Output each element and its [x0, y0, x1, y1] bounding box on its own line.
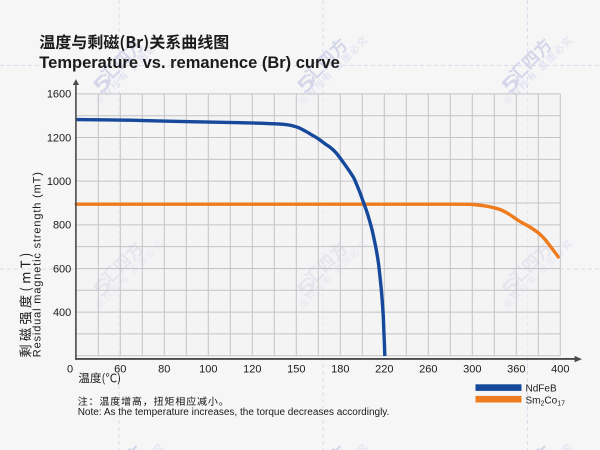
svg-text:80: 80: [158, 363, 170, 375]
svg-text:NdFeB: NdFeB: [526, 383, 557, 394]
svg-text:300: 300: [463, 363, 481, 375]
svg-text:400: 400: [53, 307, 71, 319]
svg-text:400: 400: [551, 363, 569, 375]
svg-text:60: 60: [114, 363, 126, 375]
svg-text:Note: As the temperature incre: Note: As the temperature increases, the …: [78, 407, 390, 418]
svg-text:1000: 1000: [47, 176, 71, 188]
svg-text:800: 800: [53, 220, 71, 232]
svg-text:1600: 1600: [47, 89, 71, 101]
svg-text:150: 150: [287, 363, 305, 375]
svg-text:100: 100: [199, 363, 217, 375]
svg-text:Temperature vs. remanence (Br): Temperature vs. remanence (Br) curve: [39, 54, 340, 72]
svg-text:Residual magnetic strength (mT: Residual magnetic strength (mT): [32, 171, 44, 357]
svg-text:120: 120: [243, 363, 261, 375]
svg-text:220: 220: [375, 363, 393, 375]
svg-text:0: 0: [67, 363, 73, 375]
svg-text:600: 600: [53, 263, 71, 275]
svg-text:360: 360: [507, 363, 525, 375]
svg-text:Sm2Co17: Sm2Co17: [526, 395, 566, 407]
svg-text:1200: 1200: [47, 132, 71, 144]
svg-text:260: 260: [419, 363, 437, 375]
svg-text:180: 180: [331, 363, 349, 375]
